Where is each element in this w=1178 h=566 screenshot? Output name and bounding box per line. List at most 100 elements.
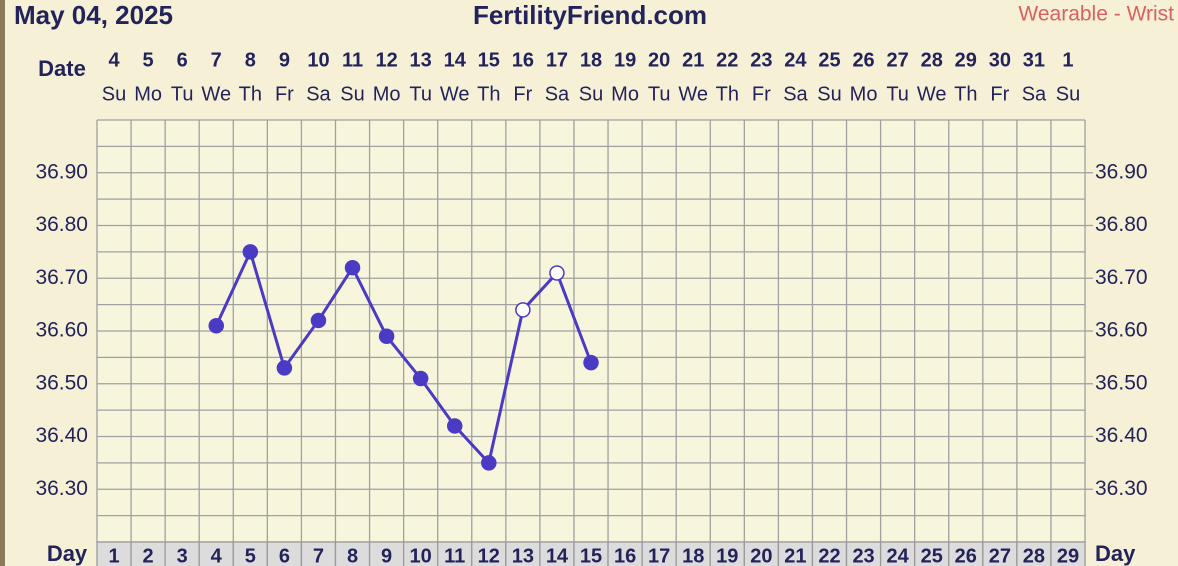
data-point <box>378 328 395 345</box>
weekday-label: Tu <box>171 83 194 105</box>
day-cell <box>1016 541 1052 566</box>
date-label: 5 <box>143 49 154 71</box>
data-point <box>344 259 361 276</box>
date-label: 31 <box>1023 49 1045 71</box>
day-cell <box>130 541 166 566</box>
weekday-label: We <box>917 83 947 105</box>
y-tick-label: 36.40 <box>35 424 88 447</box>
day-cell <box>948 541 984 566</box>
weekday-label: Fr <box>990 83 1009 105</box>
day-number: 22 <box>818 545 840 566</box>
date-label: 19 <box>614 49 636 71</box>
day-cell <box>879 541 916 566</box>
date-label: 17 <box>546 49 568 71</box>
day-number: 14 <box>546 545 569 566</box>
data-point <box>515 302 531 318</box>
date-label: 26 <box>852 49 874 71</box>
date-label: 25 <box>818 49 840 71</box>
day-number: 24 <box>887 545 910 566</box>
y-tick-label-right: 36.40 <box>1095 424 1148 447</box>
weekday-label: Tu <box>886 83 909 105</box>
day-number: 4 <box>211 545 223 566</box>
date-label: 12 <box>375 49 397 71</box>
y-tick-label: 36.80 <box>35 213 88 236</box>
day-cell <box>743 541 780 566</box>
date-label: 21 <box>682 49 704 71</box>
weekday-label: Su <box>340 83 364 105</box>
data-point <box>242 244 259 260</box>
day-number: 12 <box>478 545 500 566</box>
weekday-label: Su <box>102 83 126 105</box>
date-label: 11 <box>342 49 363 71</box>
day-number: 9 <box>381 545 392 566</box>
weekday-label: We <box>201 83 231 105</box>
date-label: 18 <box>580 49 602 71</box>
weekday-label: Mo <box>373 83 401 105</box>
y-tick-label-right: 36.80 <box>1095 213 1148 236</box>
day-number: 21 <box>784 545 806 566</box>
day-number: 28 <box>1023 545 1045 566</box>
data-point <box>208 317 224 334</box>
date-label: 8 <box>245 49 256 71</box>
day-cell <box>198 541 234 566</box>
date-label: 1 <box>1062 49 1073 71</box>
date-label: 7 <box>211 49 222 71</box>
weekday-label: Su <box>817 83 841 105</box>
weekday-label: Sa <box>545 83 570 105</box>
day-cell <box>505 541 541 566</box>
y-tick-label-right: 36.30 <box>1095 477 1148 500</box>
y-tick-label-right: 36.90 <box>1095 160 1148 183</box>
date-label: 22 <box>716 49 738 71</box>
day-number: 26 <box>955 545 977 566</box>
date-label: Date <box>38 56 86 81</box>
day-cell <box>914 541 950 566</box>
date-label: 6 <box>177 49 188 71</box>
data-point <box>446 418 463 434</box>
y-tick-label-right: 36.70 <box>1095 266 1148 289</box>
date-label: 27 <box>887 49 909 71</box>
weekday-label: We <box>678 83 708 105</box>
day-number: 25 <box>921 545 943 566</box>
left-edge <box>0 0 5 566</box>
chart-title: May 04, 2025 <box>14 0 173 30</box>
date-label: 20 <box>648 49 670 71</box>
data-point <box>276 360 293 376</box>
date-label: 29 <box>955 49 977 71</box>
day-number: 2 <box>143 545 154 566</box>
day-number: 16 <box>614 545 636 566</box>
source-label: Wearable - Wrist <box>1018 3 1174 26</box>
day-cell <box>437 541 473 566</box>
day-number: 7 <box>313 545 324 566</box>
day-cell <box>96 541 132 566</box>
weekday-label: Fr <box>752 83 771 105</box>
data-point <box>310 312 327 329</box>
date-label: 28 <box>921 49 943 71</box>
y-tick-label-right: 36.60 <box>1095 319 1148 342</box>
date-label: 15 <box>478 49 500 71</box>
data-point <box>549 265 565 281</box>
date-label: 14 <box>444 49 467 71</box>
weekday-label: Mo <box>611 83 639 105</box>
day-cell <box>982 541 1018 566</box>
day-number: 29 <box>1057 545 1079 566</box>
data-point <box>481 455 497 471</box>
date-label: 4 <box>108 49 120 71</box>
weekday-label: Su <box>1056 83 1080 105</box>
series-line <box>214 247 593 466</box>
weekday-label: Th <box>239 83 262 105</box>
y-tick-label: 36.70 <box>35 266 88 289</box>
y-tick-label: 36.50 <box>35 371 88 394</box>
data-point <box>583 354 599 371</box>
day-number: 5 <box>245 545 256 566</box>
weekday-label: Sa <box>306 83 331 105</box>
weekday-label: Sa <box>783 83 808 105</box>
day-cell <box>1050 541 1086 566</box>
weekday-label: Fr <box>275 83 294 105</box>
weekday-label: Th <box>477 83 500 105</box>
day-number: 18 <box>682 545 704 566</box>
y-tick-label: 36.90 <box>35 160 88 183</box>
weekday-label: Th <box>716 83 739 105</box>
weekday-label: Su <box>579 83 603 105</box>
weekday-label: Th <box>954 83 977 105</box>
